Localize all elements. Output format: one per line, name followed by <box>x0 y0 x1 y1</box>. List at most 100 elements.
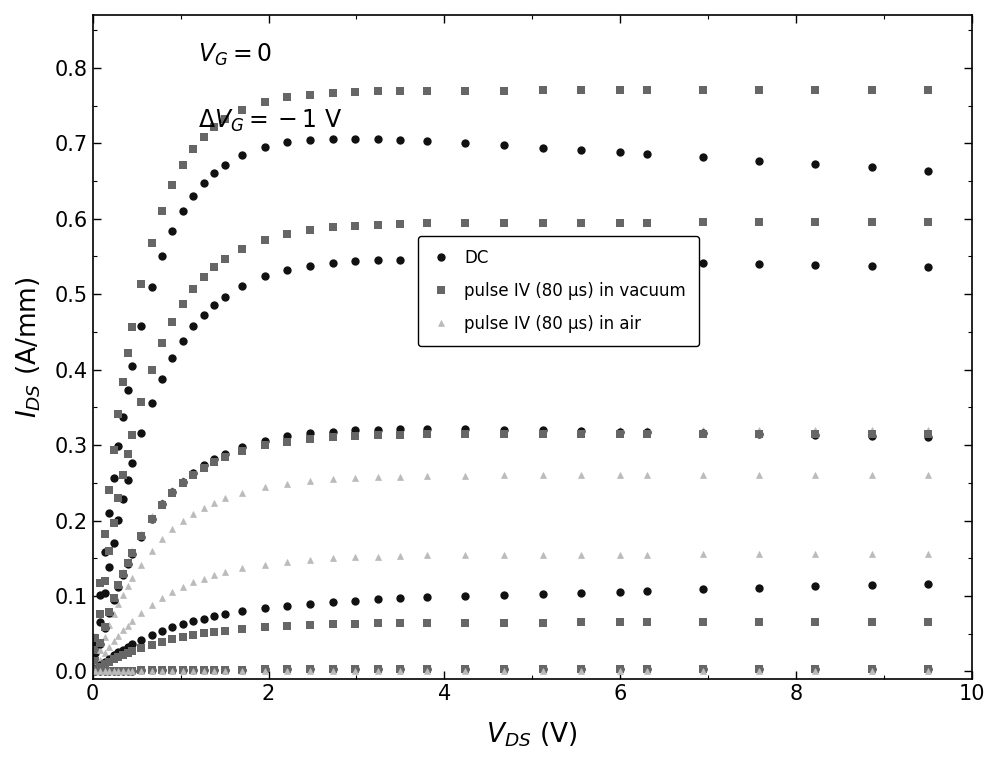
pulse IV (80 μs) in vacuum <box>459 86 471 96</box>
pulse IV (80 μs) in vacuum <box>198 132 210 141</box>
pulse IV (80 μs) in air <box>498 426 510 435</box>
pulse IV (80 μs) in air <box>753 426 765 435</box>
pulse IV (80 μs) in air <box>112 579 124 588</box>
pulse IV (80 μs) in vacuum <box>394 86 406 96</box>
DC <box>126 361 138 371</box>
DC <box>236 150 248 159</box>
DC <box>537 143 549 152</box>
DC <box>809 160 821 169</box>
pulse IV (80 μs) in air <box>126 546 138 555</box>
X-axis label: $V_{DS}\ \mathrm{(V)}$: $V_{DS}\ \mathrm{(V)}$ <box>486 720 578 749</box>
pulse IV (80 μs) in air <box>327 429 339 439</box>
DC <box>575 145 587 154</box>
DC <box>166 227 178 236</box>
DC <box>259 142 271 151</box>
pulse IV (80 μs) in vacuum <box>146 238 158 248</box>
pulse IV (80 μs) in vacuum <box>236 105 248 115</box>
DC <box>697 153 709 162</box>
DC <box>349 134 361 144</box>
pulse IV (80 μs) in air <box>89 656 101 665</box>
Text: $V_G=0$: $V_G=0$ <box>198 41 272 68</box>
pulse IV (80 μs) in vacuum <box>697 86 709 95</box>
pulse IV (80 μs) in air <box>166 485 178 494</box>
DC <box>117 412 129 421</box>
pulse IV (80 μs) in vacuum <box>641 86 653 95</box>
pulse IV (80 μs) in vacuum <box>166 181 178 190</box>
DC <box>327 134 339 144</box>
pulse IV (80 μs) in air <box>537 426 549 435</box>
DC <box>99 548 111 557</box>
Text: $\Delta V_G=-1\ \mathrm{V}$: $\Delta V_G=-1\ \mathrm{V}$ <box>198 108 343 134</box>
pulse IV (80 μs) in air <box>99 622 111 631</box>
DC <box>122 386 134 395</box>
pulse IV (80 μs) in air <box>94 638 106 647</box>
DC <box>89 638 101 647</box>
pulse IV (80 μs) in air <box>281 433 293 442</box>
pulse IV (80 μs) in vacuum <box>372 87 384 96</box>
DC <box>421 137 433 146</box>
DC <box>304 135 316 144</box>
DC <box>112 441 124 450</box>
pulse IV (80 μs) in vacuum <box>89 633 101 643</box>
pulse IV (80 μs) in air <box>135 529 147 538</box>
pulse IV (80 μs) in air <box>117 568 129 577</box>
pulse IV (80 μs) in air <box>866 426 878 435</box>
pulse IV (80 μs) in vacuum <box>421 86 433 96</box>
pulse IV (80 μs) in air <box>697 426 709 435</box>
pulse IV (80 μs) in vacuum <box>219 115 231 124</box>
pulse IV (80 μs) in air <box>304 431 316 440</box>
pulse IV (80 μs) in air <box>236 443 248 452</box>
pulse IV (80 μs) in air <box>614 426 626 435</box>
DC <box>146 283 158 292</box>
DC <box>187 191 199 200</box>
pulse IV (80 μs) in vacuum <box>809 86 821 95</box>
DC <box>614 147 626 157</box>
pulse IV (80 μs) in air <box>922 426 934 435</box>
DC <box>922 167 934 176</box>
Line: pulse IV (80 μs) in air: pulse IV (80 μs) in air <box>92 426 931 664</box>
pulse IV (80 μs) in vacuum <box>866 86 878 95</box>
pulse IV (80 μs) in vacuum <box>103 485 115 494</box>
pulse IV (80 μs) in vacuum <box>922 86 934 95</box>
DC <box>177 207 189 216</box>
pulse IV (80 μs) in vacuum <box>349 87 361 96</box>
DC <box>108 474 120 483</box>
DC <box>866 163 878 172</box>
pulse IV (80 μs) in vacuum <box>498 86 510 95</box>
pulse IV (80 μs) in vacuum <box>614 86 626 95</box>
pulse IV (80 μs) in air <box>219 449 231 458</box>
pulse IV (80 μs) in air <box>177 475 189 484</box>
DC <box>94 591 106 600</box>
pulse IV (80 μs) in vacuum <box>112 410 124 419</box>
pulse IV (80 μs) in air <box>208 455 220 464</box>
pulse IV (80 μs) in air <box>122 556 134 565</box>
DC <box>459 139 471 148</box>
DC <box>208 168 220 177</box>
pulse IV (80 μs) in vacuum <box>156 206 168 215</box>
DC <box>198 178 210 187</box>
pulse IV (80 μs) in vacuum <box>327 89 339 98</box>
DC <box>394 135 406 144</box>
pulse IV (80 μs) in vacuum <box>99 529 111 539</box>
pulse IV (80 μs) in vacuum <box>304 90 316 99</box>
pulse IV (80 μs) in air <box>103 607 115 616</box>
pulse IV (80 μs) in vacuum <box>122 348 134 358</box>
pulse IV (80 μs) in vacuum <box>575 86 587 95</box>
pulse IV (80 μs) in air <box>575 426 587 435</box>
pulse IV (80 μs) in air <box>156 497 168 507</box>
DC <box>156 252 168 261</box>
Y-axis label: $I_{DS}\ \mathrm{(A/mm)}$: $I_{DS}\ \mathrm{(A/mm)}$ <box>15 276 43 418</box>
pulse IV (80 μs) in air <box>259 437 271 446</box>
pulse IV (80 μs) in air <box>198 460 210 469</box>
DC <box>135 322 147 331</box>
pulse IV (80 μs) in air <box>349 428 361 437</box>
pulse IV (80 μs) in air <box>394 426 406 435</box>
pulse IV (80 μs) in vacuum <box>537 86 549 95</box>
Line: DC: DC <box>91 134 932 646</box>
pulse IV (80 μs) in vacuum <box>259 98 271 107</box>
pulse IV (80 μs) in vacuum <box>135 280 147 289</box>
Legend: DC, pulse IV (80 μs) in vacuum, pulse IV (80 μs) in air: DC, pulse IV (80 μs) in vacuum, pulse IV… <box>418 236 699 346</box>
pulse IV (80 μs) in air <box>459 426 471 435</box>
pulse IV (80 μs) in vacuum <box>108 445 120 455</box>
pulse IV (80 μs) in vacuum <box>94 578 106 588</box>
